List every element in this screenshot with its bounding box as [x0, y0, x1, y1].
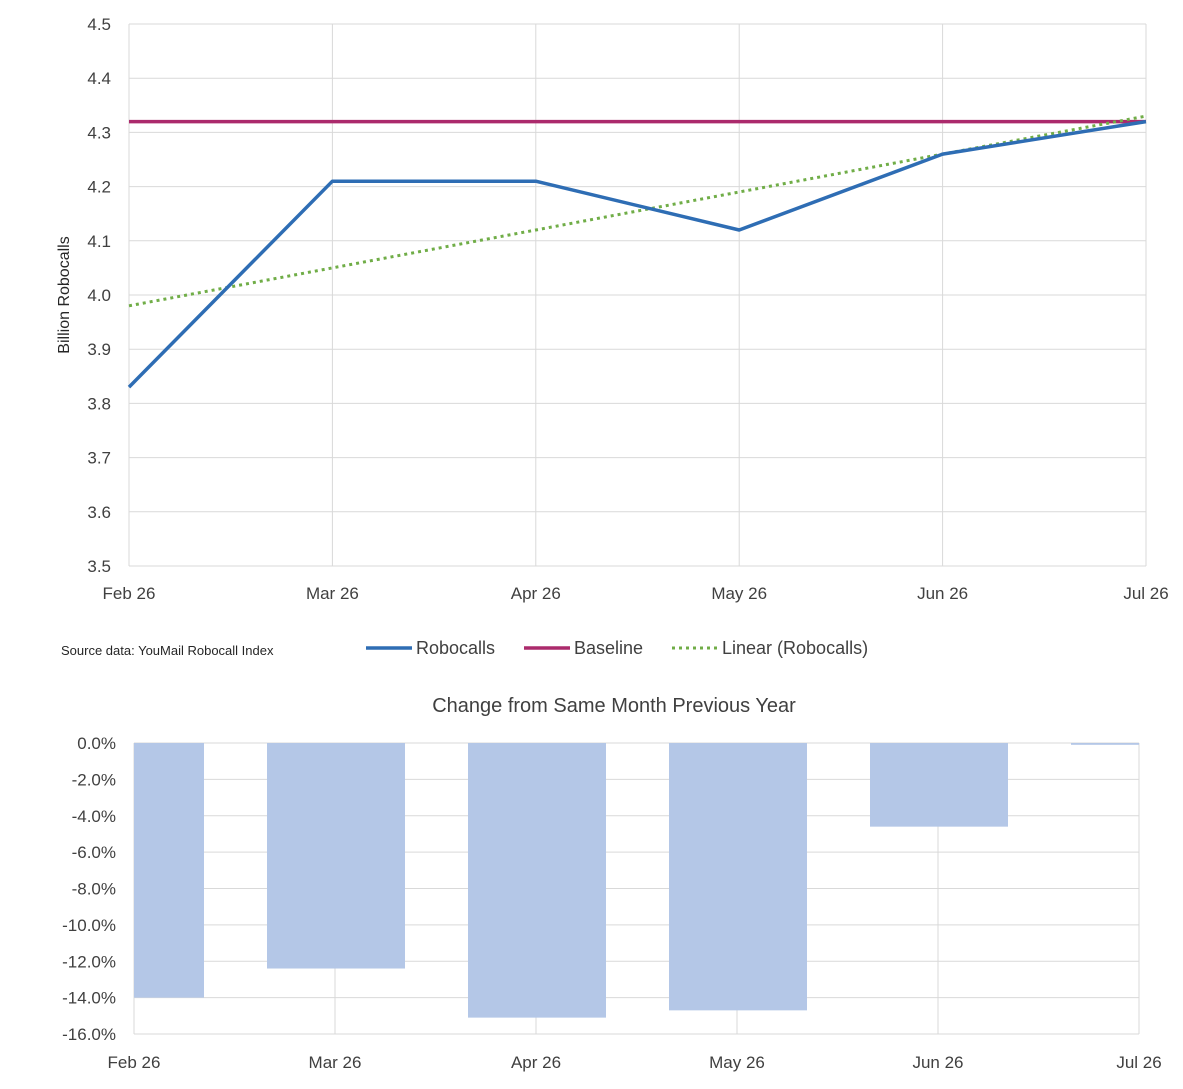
bar [468, 743, 606, 1018]
x-tick-label: May 26 [711, 584, 767, 603]
y-axis-title: Billion Robocalls [56, 236, 73, 353]
source-note: Source data: YouMail Robocall Index [61, 643, 274, 658]
y-tick-label: -2.0% [72, 770, 116, 789]
y-tick-label: 4.2 [87, 178, 111, 197]
legend-label: Baseline [574, 638, 643, 658]
y-tick-label: 4.1 [87, 232, 111, 251]
y-tick-label: 4.5 [87, 15, 111, 34]
x-tick-label: Jun 26 [912, 1053, 963, 1072]
y-tick-label: -10.0% [62, 916, 116, 935]
bar [870, 743, 1008, 827]
x-tick-label: Jul 26 [1116, 1053, 1161, 1072]
y-tick-label: 3.5 [87, 557, 111, 576]
chart-title: Change from Same Month Previous Year [432, 695, 796, 717]
bar-chart: Change from Same Month Previous Year 0.0%… [62, 695, 1162, 1072]
y-tick-label: 4.0 [87, 286, 111, 305]
x-tick-label: Feb 26 [108, 1053, 161, 1072]
line-chart: 3.5 3.6 3.7 3.8 3.9 4.0 4.1 4.2 4.3 4.4 4.5 Feb 26 M… [56, 15, 1169, 658]
x-tick-label: Mar 26 [309, 1053, 362, 1072]
y-tick-label: 4.4 [87, 69, 111, 88]
bar [134, 743, 204, 998]
x-tick-label: Feb 26 [103, 584, 156, 603]
legend-label: Linear (Robocalls) [722, 638, 868, 658]
y-tick-label: 4.3 [87, 123, 111, 142]
y-tick-label: -8.0% [72, 880, 116, 899]
y-tick-label: -16.0% [62, 1025, 116, 1044]
x-tick-label: Apr 26 [511, 1053, 561, 1072]
x-tick-label: Apr 26 [511, 584, 561, 603]
x-tick-label: Jul 26 [1123, 584, 1168, 603]
x-tick-label: Jun 26 [917, 584, 968, 603]
series-line-robocalls [127, 119, 1147, 389]
y-tick-label: 3.6 [87, 503, 111, 522]
x-tick-label: Mar 26 [306, 584, 359, 603]
y-tick-label: 3.9 [87, 340, 111, 359]
y-tick-label: 3.8 [87, 394, 111, 413]
y-tick-label: 3.7 [87, 449, 111, 468]
legend-label: Robocalls [416, 638, 495, 658]
y-tick-label: 0.0% [77, 734, 116, 753]
y-tick-label: -12.0% [62, 952, 116, 971]
bar [267, 743, 405, 969]
x-tick-label: May 26 [709, 1053, 765, 1072]
bar [1071, 743, 1139, 745]
y-tick-label: -4.0% [72, 807, 116, 826]
y-tick-label: -14.0% [62, 989, 116, 1008]
y-tick-label: -6.0% [72, 843, 116, 862]
bar [669, 743, 807, 1011]
